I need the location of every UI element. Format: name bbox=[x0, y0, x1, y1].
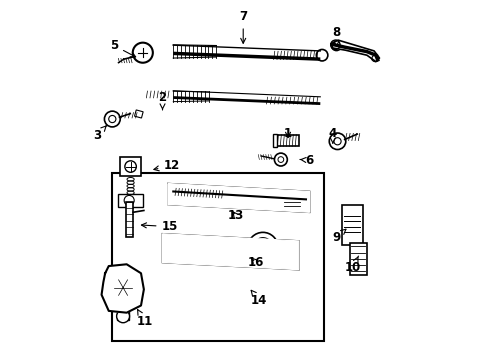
Bar bbox=[119, 194, 143, 207]
Circle shape bbox=[253, 238, 273, 257]
Bar bbox=[135, 110, 143, 118]
Bar bbox=[117, 311, 129, 320]
Circle shape bbox=[274, 153, 287, 166]
Circle shape bbox=[183, 240, 199, 256]
Bar bbox=[342, 205, 363, 244]
Bar bbox=[275, 135, 299, 146]
Polygon shape bbox=[331, 40, 379, 62]
Text: 7: 7 bbox=[239, 10, 247, 43]
Text: 1: 1 bbox=[284, 127, 292, 140]
Circle shape bbox=[117, 310, 129, 323]
Circle shape bbox=[171, 241, 183, 254]
Bar bbox=[272, 134, 277, 147]
Bar bbox=[283, 193, 302, 211]
Text: 6: 6 bbox=[300, 154, 314, 167]
Text: 11: 11 bbox=[136, 310, 153, 328]
Circle shape bbox=[118, 283, 128, 293]
Circle shape bbox=[329, 133, 346, 149]
Circle shape bbox=[248, 232, 278, 262]
Text: 16: 16 bbox=[247, 256, 264, 269]
Circle shape bbox=[372, 55, 378, 62]
Circle shape bbox=[317, 49, 328, 61]
Bar bbox=[126, 202, 133, 237]
Text: 9: 9 bbox=[332, 229, 346, 244]
Circle shape bbox=[331, 41, 342, 50]
Circle shape bbox=[371, 54, 378, 61]
Polygon shape bbox=[163, 234, 299, 270]
Text: 12: 12 bbox=[154, 159, 180, 172]
Bar bbox=[120, 157, 141, 176]
Text: 15: 15 bbox=[142, 220, 178, 233]
Text: 8: 8 bbox=[332, 27, 341, 46]
Bar bbox=[112, 173, 324, 341]
Polygon shape bbox=[101, 264, 144, 313]
Text: 5: 5 bbox=[110, 39, 136, 57]
Circle shape bbox=[199, 239, 216, 257]
Text: 2: 2 bbox=[158, 91, 167, 110]
Circle shape bbox=[331, 40, 340, 49]
Bar bbox=[350, 243, 368, 275]
Polygon shape bbox=[168, 184, 310, 212]
Circle shape bbox=[104, 111, 120, 127]
Text: 13: 13 bbox=[228, 210, 244, 222]
Circle shape bbox=[133, 42, 153, 63]
Text: 14: 14 bbox=[251, 290, 268, 307]
Text: 3: 3 bbox=[93, 126, 106, 142]
Text: 4: 4 bbox=[329, 127, 337, 143]
Circle shape bbox=[112, 277, 134, 298]
Text: 10: 10 bbox=[344, 256, 361, 274]
